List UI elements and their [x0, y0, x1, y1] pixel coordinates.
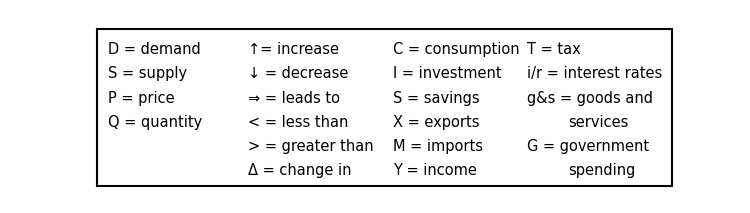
Text: ↓ = decrease: ↓ = decrease [248, 66, 348, 81]
Text: S = savings: S = savings [393, 91, 480, 105]
Text: ⇒ = leads to: ⇒ = leads to [248, 91, 340, 105]
Text: S = supply: S = supply [108, 66, 188, 81]
Text: I = investment: I = investment [393, 66, 502, 81]
Text: ↑= increase: ↑= increase [248, 42, 339, 57]
Text: spending: spending [568, 163, 636, 178]
FancyBboxPatch shape [97, 29, 672, 186]
Text: < = less than: < = less than [248, 115, 348, 130]
Text: Y = income: Y = income [393, 163, 477, 178]
Text: T = tax: T = tax [526, 42, 580, 57]
Text: Δ = change in: Δ = change in [248, 163, 351, 178]
Text: X = exports: X = exports [393, 115, 479, 130]
Text: C = consumption: C = consumption [393, 42, 520, 57]
Text: i/r = interest rates: i/r = interest rates [526, 66, 662, 81]
Text: g&s = goods and: g&s = goods and [526, 91, 652, 105]
Text: D = demand: D = demand [108, 42, 201, 57]
Text: Q = quantity: Q = quantity [108, 115, 202, 130]
Text: services: services [568, 115, 629, 130]
Text: > = greater than: > = greater than [248, 139, 374, 154]
Text: M = imports: M = imports [393, 139, 483, 154]
Text: G = government: G = government [526, 139, 649, 154]
Text: P = price: P = price [108, 91, 175, 105]
